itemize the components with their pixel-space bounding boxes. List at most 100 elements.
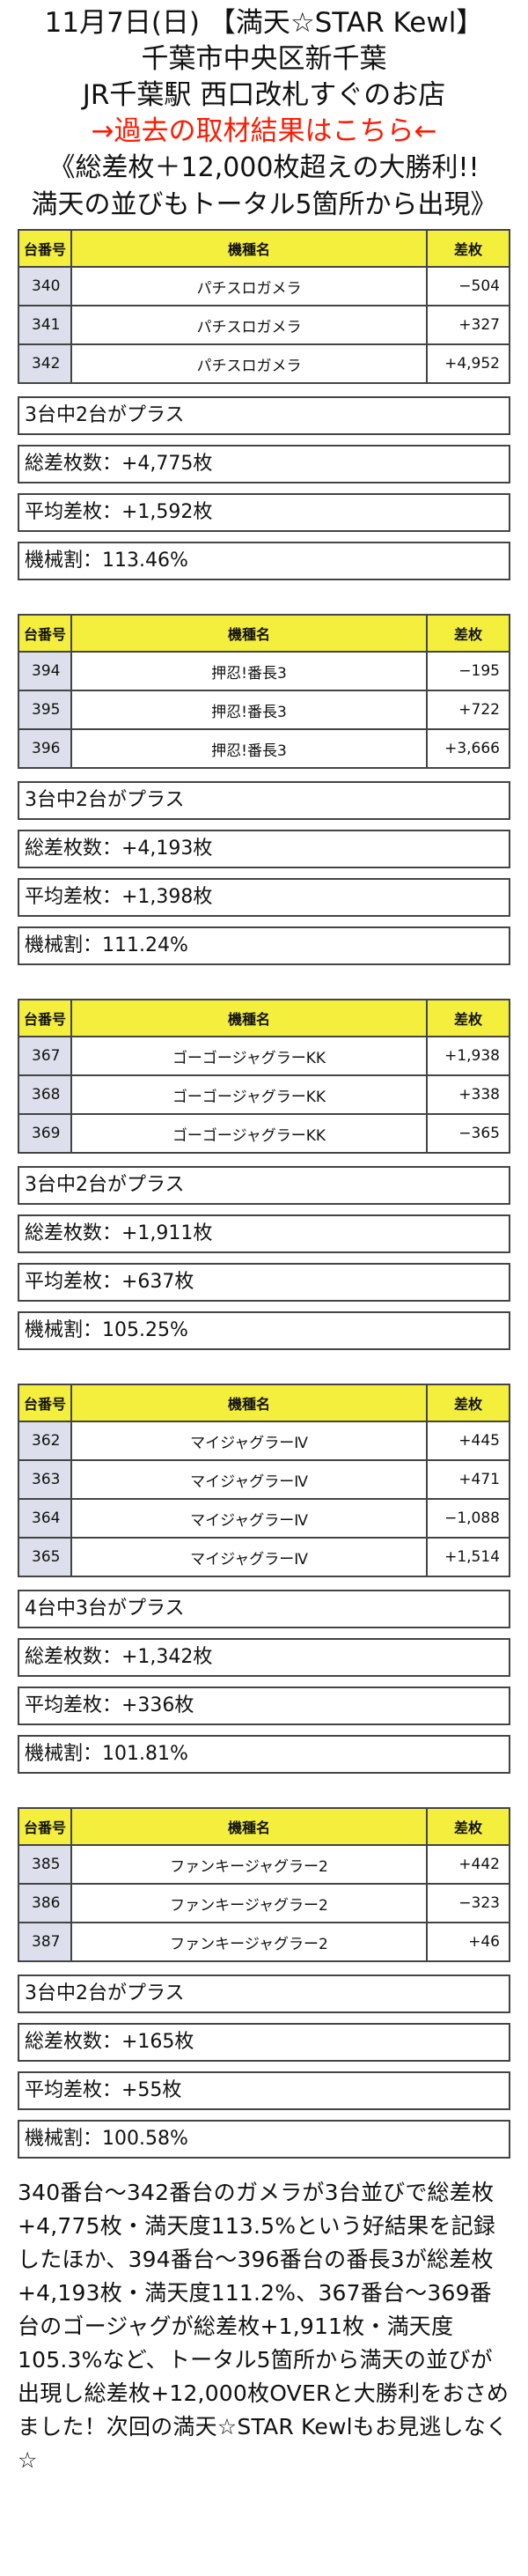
col-header-model: 機種名 xyxy=(71,1384,427,1421)
col-header-model: 機種名 xyxy=(71,615,427,652)
machine-model: パチスロガメラ xyxy=(71,267,427,306)
col-header-diff: 差枚 xyxy=(427,1384,510,1421)
table-row: 367 ゴーゴージャグラーKK +1,938 xyxy=(18,1037,510,1075)
machine-model: 押忍!番長3 xyxy=(71,690,427,729)
table-row: 394 押忍!番長3 −195 xyxy=(18,652,510,690)
machine-number: 395 xyxy=(18,690,71,729)
payout-rate-box: 機械割：111.24% xyxy=(18,926,510,965)
summary-block: 3台中2台がプラス 総差枚数：+4,775枚 平均差枚：+1,592枚 機械割：… xyxy=(18,396,510,580)
result-table: 台番号 機種名 差枚 367 ゴーゴージャグラーKK +1,938 368 ゴー… xyxy=(18,999,510,1154)
plus-count-box: 4台中3台がプラス xyxy=(18,1590,510,1628)
payout-rate-box: 機械割：113.46% xyxy=(18,542,510,580)
machine-number: 387 xyxy=(18,1923,71,1961)
table-header-row: 台番号 機種名 差枚 xyxy=(18,230,510,267)
total-diff-box: 総差枚数：+4,775枚 xyxy=(18,445,510,483)
table-header-row: 台番号 機種名 差枚 xyxy=(18,1000,510,1037)
past-results-link[interactable]: →過去の取材結果はこちら← xyxy=(0,114,528,150)
table-header-row: 台番号 機種名 差枚 xyxy=(18,1808,510,1845)
total-diff-box: 総差枚数：+4,193枚 xyxy=(18,830,510,868)
coin-difference: +46 xyxy=(427,1923,510,1961)
result-table: 台番号 機種名 差枚 362 マイジャグラーⅣ +445 363 マイジャグラー… xyxy=(18,1384,510,1577)
col-header-num: 台番号 xyxy=(18,230,71,267)
machine-model: ゴーゴージャグラーKK xyxy=(71,1114,427,1153)
table-header-row: 台番号 機種名 差枚 xyxy=(18,1384,510,1421)
table-row: 341 パチスロガメラ +327 xyxy=(18,306,510,344)
table-row: 342 パチスロガメラ +4,952 xyxy=(18,344,510,383)
coin-difference: +722 xyxy=(427,690,510,729)
coin-difference: +327 xyxy=(427,306,510,344)
summary-block: 3台中2台がプラス 総差枚数：+165枚 平均差枚：+55枚 機械割：100.5… xyxy=(18,1974,510,2159)
average-diff-box: 平均差枚：+1,592枚 xyxy=(18,493,510,532)
coin-difference: +1,938 xyxy=(427,1037,510,1075)
payout-rate-box: 機械割：101.81% xyxy=(18,1735,510,1774)
result-group: 台番号 機種名 差枚 362 マイジャグラーⅣ +445 363 マイジャグラー… xyxy=(18,1384,510,1774)
machine-number: 385 xyxy=(18,1845,71,1884)
col-header-model: 機種名 xyxy=(71,230,427,267)
total-diff-box: 総差枚数：+1,911枚 xyxy=(18,1214,510,1253)
station-line: JR千葉駅 西口改札すぐのお店 xyxy=(0,78,528,114)
result-group: 台番号 機種名 差枚 340 パチスロガメラ −504 341 パチスロガメラ … xyxy=(18,229,510,580)
payout-rate-box: 機械割：100.58% xyxy=(18,2120,510,2159)
table-row: 387 ファンキージャグラー2 +46 xyxy=(18,1923,510,1961)
table-row: 364 マイジャグラーⅣ −1,088 xyxy=(18,1499,510,1538)
table-row: 365 マイジャグラーⅣ +1,514 xyxy=(18,1538,510,1576)
plus-count-box: 3台中2台がプラス xyxy=(18,1974,510,2013)
machine-number: 364 xyxy=(18,1499,71,1538)
machine-model: ファンキージャグラー2 xyxy=(71,1884,427,1923)
coin-difference: −195 xyxy=(427,652,510,690)
machine-model: マイジャグラーⅣ xyxy=(71,1460,427,1499)
machine-number: 340 xyxy=(18,267,71,306)
machine-number: 386 xyxy=(18,1884,71,1923)
coin-difference: +445 xyxy=(427,1421,510,1460)
headline-line-2: 満天の並びもトータル5箇所から出現》 xyxy=(0,187,528,224)
date-store-line: 11月7日(日) 【満天☆STAR Kewl】 xyxy=(0,5,528,41)
coin-difference: +1,514 xyxy=(427,1538,510,1576)
result-table: 台番号 機種名 差枚 340 パチスロガメラ −504 341 パチスロガメラ … xyxy=(18,229,510,384)
coin-difference: +442 xyxy=(427,1845,510,1884)
headline-line-1: 《総差枚＋12,000枚超えの大勝利!! xyxy=(0,150,528,187)
summary-paragraph: 340番台〜342番台のガメラが3台並びで総差枚+4,775枚・満天度113.5… xyxy=(18,2176,510,2477)
total-diff-box: 総差枚数：+165枚 xyxy=(18,2023,510,2062)
coin-difference: +3,666 xyxy=(427,729,510,768)
machine-model: ゴーゴージャグラーKK xyxy=(71,1075,427,1114)
article-header: 11月7日(日) 【満天☆STAR Kewl】 千葉市中央区新千葉 JR千葉駅 … xyxy=(0,0,528,224)
col-header-diff: 差枚 xyxy=(427,1000,510,1037)
machine-number: 365 xyxy=(18,1538,71,1576)
machine-model: ファンキージャグラー2 xyxy=(71,1923,427,1961)
coin-difference: −504 xyxy=(427,267,510,306)
coin-difference: −1,088 xyxy=(427,1499,510,1538)
machine-model: 押忍!番長3 xyxy=(71,652,427,690)
machine-number: 362 xyxy=(18,1421,71,1460)
machine-number: 341 xyxy=(18,306,71,344)
summary-block: 4台中3台がプラス 総差枚数：+1,342枚 平均差枚：+336枚 機械割：10… xyxy=(18,1590,510,1774)
machine-model: マイジャグラーⅣ xyxy=(71,1538,427,1576)
average-diff-box: 平均差枚：+637枚 xyxy=(18,1263,510,1302)
machine-number: 363 xyxy=(18,1460,71,1499)
coin-difference: +471 xyxy=(427,1460,510,1499)
machine-number: 367 xyxy=(18,1037,71,1075)
table-row: 369 ゴーゴージャグラーKK −365 xyxy=(18,1114,510,1153)
table-row: 386 ファンキージャグラー2 −323 xyxy=(18,1884,510,1923)
total-diff-box: 総差枚数：+1,342枚 xyxy=(18,1638,510,1677)
payout-rate-box: 機械割：105.25% xyxy=(18,1311,510,1350)
col-header-num: 台番号 xyxy=(18,615,71,652)
table-row: 396 押忍!番長3 +3,666 xyxy=(18,729,510,768)
result-group: 台番号 機種名 差枚 367 ゴーゴージャグラーKK +1,938 368 ゴー… xyxy=(18,999,510,1350)
result-table: 台番号 機種名 差枚 394 押忍!番長3 −195 395 押忍!番長3 +7… xyxy=(18,614,510,769)
machine-number: 394 xyxy=(18,652,71,690)
machine-number: 396 xyxy=(18,729,71,768)
machine-model: マイジャグラーⅣ xyxy=(71,1421,427,1460)
machine-number: 368 xyxy=(18,1075,71,1114)
summary-block: 3台中2台がプラス 総差枚数：+1,911枚 平均差枚：+637枚 機械割：10… xyxy=(18,1166,510,1350)
coin-difference: +4,952 xyxy=(427,344,510,383)
col-header-num: 台番号 xyxy=(18,1808,71,1845)
col-header-model: 機種名 xyxy=(71,1808,427,1845)
table-row: 363 マイジャグラーⅣ +471 xyxy=(18,1460,510,1499)
machine-number: 369 xyxy=(18,1114,71,1153)
machine-model: パチスロガメラ xyxy=(71,306,427,344)
coin-difference: +338 xyxy=(427,1075,510,1114)
plus-count-box: 3台中2台がプラス xyxy=(18,396,510,435)
col-header-num: 台番号 xyxy=(18,1384,71,1421)
col-header-diff: 差枚 xyxy=(427,1808,510,1845)
machine-number: 342 xyxy=(18,344,71,383)
